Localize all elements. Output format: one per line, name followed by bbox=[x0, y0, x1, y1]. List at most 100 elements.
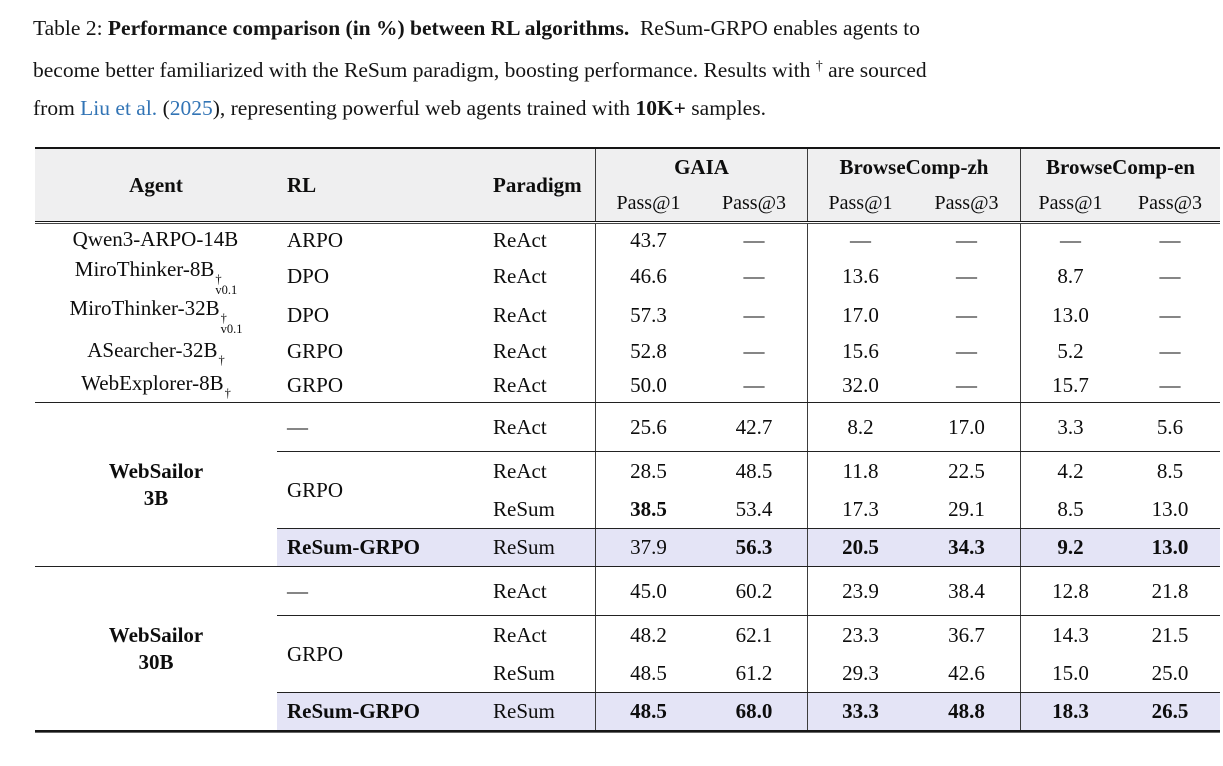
group-label-websailor-3b: WebSailor 3B bbox=[108, 458, 204, 510]
agent-scripts: † v0.1 bbox=[220, 311, 243, 337]
value-cell: 48.5 bbox=[735, 458, 773, 483]
value-cell: — bbox=[956, 264, 977, 289]
value-cell: 5.6 bbox=[1156, 414, 1184, 439]
value-cell: 60.2 bbox=[735, 578, 773, 603]
rl-cell: DPO bbox=[287, 264, 330, 289]
table-row-qwen3-arpo: Qwen3-ARPO-14B ARPO ReAct 43.7 — — — — — bbox=[35, 223, 1220, 258]
col-header-paradigm: Paradigm bbox=[470, 149, 595, 221]
table-row-webexplorer: WebExplorer-8B † GRPO ReAct 50.0 — 32.0 —… bbox=[35, 368, 1220, 403]
rl-cell: — bbox=[287, 578, 308, 603]
caption-text-3d: samples. bbox=[685, 96, 766, 120]
group-label-websailor-30b: WebSailor 30B bbox=[108, 622, 204, 674]
table-caption: Table 2: Performance comparison (in %) b… bbox=[33, 9, 927, 128]
value-cell: 21.5 bbox=[1151, 622, 1189, 647]
caption-bold-10k: 10K+ bbox=[635, 96, 686, 120]
value-cell: 38.4 bbox=[948, 578, 985, 603]
value-cell: — bbox=[1020, 223, 1120, 258]
value-cell: 14.3 bbox=[1020, 616, 1120, 655]
paradigm-cell: ReAct bbox=[493, 578, 547, 603]
value-cell: — bbox=[743, 339, 765, 364]
section-rule bbox=[35, 566, 1221, 568]
value-cell: 28.5 bbox=[595, 452, 701, 491]
citation-year-link[interactable]: 2025 bbox=[169, 96, 213, 120]
caption-line-1: Table 2: Performance comparison (in %) b… bbox=[33, 9, 927, 48]
value-cell: 33.3 bbox=[807, 693, 913, 731]
value-cell: 61.2 bbox=[735, 660, 773, 685]
value-cell: 15.7 bbox=[1020, 368, 1120, 403]
subheader-bcen-pass3: Pass@3 bbox=[1120, 185, 1221, 221]
table-row-30b-base: WebSailor 30B — ReAct 45.0 60.2 23.9 38.4… bbox=[35, 567, 1220, 674]
paradigm-cell: ReAct bbox=[493, 227, 547, 252]
caption-text-2b: are sourced bbox=[822, 57, 927, 82]
value-cell: — bbox=[1159, 303, 1181, 328]
caption-text-3b: ( bbox=[157, 96, 170, 120]
paradigm-cell: ReSum bbox=[493, 660, 555, 685]
paradigm-cell: ReAct bbox=[493, 264, 547, 289]
paradigm-cell: ReSum bbox=[470, 693, 595, 731]
value-cell: — bbox=[743, 227, 765, 252]
partial-rule bbox=[35, 615, 1221, 617]
rl-cell-resum-grpo: ReSum-GRPO bbox=[277, 529, 470, 567]
value-cell: 8.5 bbox=[1156, 458, 1184, 483]
value-cell: 48.5 bbox=[595, 693, 701, 731]
caption-line-3: from Liu et al. (2025), representing pow… bbox=[33, 89, 927, 128]
table-row-mirothinker-32b: MiroThinker-32B † v0.1 DPO ReAct 57.3 — 17… bbox=[35, 296, 1220, 335]
value-cell: — bbox=[956, 372, 977, 397]
value-cell: 22.5 bbox=[948, 458, 985, 483]
caption-line-2: become better familiarized with the ReSu… bbox=[33, 48, 927, 90]
value-cell: 62.1 bbox=[735, 622, 773, 647]
value-cell: 46.6 bbox=[595, 257, 701, 297]
value-cell: — bbox=[956, 303, 977, 328]
value-cell: — bbox=[807, 223, 913, 258]
dagger-symbol: † bbox=[815, 58, 823, 74]
bottom-double-rule bbox=[35, 730, 1221, 734]
table-row-30b-resum-grpo: ReSum-GRPO ReSum 48.5 68.0 33.3 48.8 18.… bbox=[35, 693, 1221, 731]
subheader-bcen-pass1: Pass@1 bbox=[1020, 185, 1121, 221]
value-cell: 13.0 bbox=[1120, 529, 1221, 567]
value-cell: 29.1 bbox=[948, 496, 985, 521]
table-row-30b-grpo-react: GRPO ReAct 48.2 62.1 23.3 36.7 14.3 21.5 bbox=[35, 616, 1220, 666]
caption-text-1: ReSum-GRPO enables agents to bbox=[629, 16, 921, 40]
value-cell: 48.5 bbox=[595, 654, 701, 693]
paradigm-cell: ReAct bbox=[493, 414, 547, 439]
value-cell: 8.2 bbox=[807, 403, 913, 452]
value-cell: 48.8 bbox=[913, 693, 1021, 731]
value-cell: 4.2 bbox=[1020, 452, 1120, 491]
paradigm-cell: ReAct bbox=[493, 458, 547, 483]
value-cell: 15.6 bbox=[807, 335, 913, 369]
value-cell: — bbox=[956, 227, 977, 252]
agent-scripts: † v0.1 bbox=[215, 272, 238, 298]
partial-rule bbox=[35, 451, 1221, 453]
group-header-browsecomp-zh: BrowseComp-zh bbox=[807, 149, 1021, 185]
value-cell: 17.0 bbox=[807, 296, 913, 336]
group-header-gaia: GAIA bbox=[595, 149, 807, 185]
table-row-asearcher: ASearcher-32B † GRPO ReAct 52.8 — 15.6 — … bbox=[35, 335, 1220, 369]
caption-text-3a: from bbox=[33, 96, 81, 120]
table-row-3b-resum-grpo: ReSum-GRPO ReSum 37.9 56.3 20.5 34.3 9.2… bbox=[35, 529, 1221, 567]
value-cell: 38.5 bbox=[595, 490, 701, 529]
value-cell: — bbox=[956, 339, 977, 364]
value-cell: 43.7 bbox=[595, 223, 701, 258]
agent-scripts: † bbox=[218, 352, 225, 367]
rl-cell: GRPO bbox=[287, 477, 344, 502]
value-cell: 53.4 bbox=[735, 496, 773, 521]
table-row-3b-base: WebSailor 3B — ReAct 25.6 42.7 8.2 17.0 3… bbox=[35, 403, 1220, 510]
rl-cell: GRPO bbox=[287, 339, 344, 364]
citation-link[interactable]: Liu et al. bbox=[80, 96, 158, 120]
value-cell: — bbox=[743, 264, 765, 289]
value-cell: 9.2 bbox=[1020, 529, 1121, 567]
value-cell: 68.0 bbox=[701, 693, 807, 731]
value-cell: 26.5 bbox=[1120, 693, 1221, 731]
paradigm-cell: ReSum bbox=[493, 496, 555, 521]
value-cell: 25.0 bbox=[1151, 660, 1189, 685]
group-header-browsecomp-en: BrowseComp-en bbox=[1020, 149, 1221, 185]
value-cell: — bbox=[743, 372, 765, 397]
rl-cell: ARPO bbox=[287, 227, 344, 252]
rl-cell: GRPO bbox=[287, 372, 344, 397]
subheader-bczh-pass3: Pass@3 bbox=[913, 185, 1021, 221]
value-cell: 56.3 bbox=[701, 529, 807, 567]
value-cell: 42.7 bbox=[735, 414, 773, 439]
subheader-gaia-pass1: Pass@1 bbox=[595, 185, 701, 221]
value-cell: 50.0 bbox=[595, 368, 701, 403]
